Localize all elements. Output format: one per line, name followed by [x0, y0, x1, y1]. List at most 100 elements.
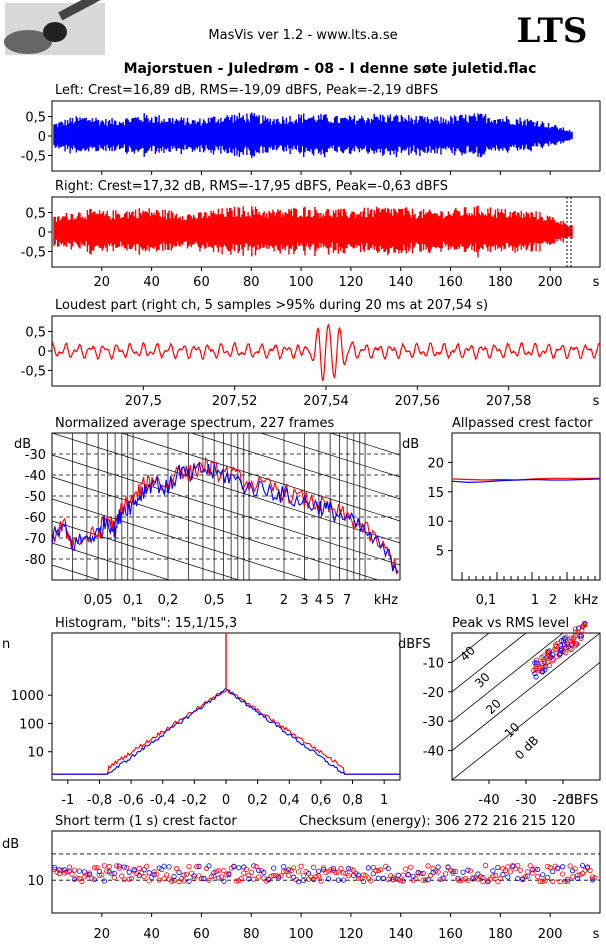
peak-rms-xtick-label: dBFS: [566, 793, 599, 808]
short-crest-xtick-label: 20: [94, 927, 111, 942]
short-crest-point-right: [76, 876, 83, 882]
right-waveform-xtick-label: 200: [538, 275, 563, 290]
short-crest-point-left: [201, 875, 207, 881]
short-crest-point-left: [196, 863, 202, 869]
short-crest-xtick-label: 200: [538, 927, 563, 942]
short-crest-point-right: [505, 864, 511, 870]
header: MasVis ver 1.2 - www.lts.a.se LTS Majors…: [4, 0, 588, 77]
peak-rms-title: Peak vs RMS level: [452, 616, 569, 631]
short-crest-point-right: [428, 872, 434, 878]
short-crest-point-right: [121, 876, 127, 883]
short-crest-point-right: [218, 874, 224, 880]
short-crest-point-right: [497, 875, 503, 882]
short-crest-point-right: [276, 873, 282, 880]
short-crest-point-left: [166, 864, 172, 870]
short-crest-point-right: [527, 863, 533, 869]
short-crest-point-left: [495, 864, 501, 871]
short-crest-point-right: [104, 868, 110, 874]
short-crest-point-left: [500, 872, 506, 878]
short-crest-point-right: [124, 865, 130, 871]
peak-rms-point: [563, 650, 569, 656]
short-crest-point-right: [368, 878, 374, 884]
peak-rms-point: [545, 653, 551, 659]
peak-rms-diagonals: [452, 633, 600, 780]
spectrum-xtick-label: 0,05: [84, 593, 113, 608]
spectrum-slope-line: [259, 433, 400, 478]
short-crest-point-left: [216, 875, 222, 881]
peak-rms-point: [533, 674, 539, 680]
short-crest-point-right: [253, 863, 259, 870]
short-crest-point-right: [69, 871, 75, 877]
allpass-ytick-label: 15: [427, 486, 444, 501]
short-crest-point-right: [418, 871, 424, 877]
short-crest-point-right: [477, 874, 484, 880]
loudest-xtick-label: 207,54: [303, 394, 349, 409]
short-crest-point-left: [171, 873, 177, 880]
loudest-xtick-label: s: [593, 394, 600, 409]
allpass-xtick-label: kHz: [574, 593, 598, 608]
short-crest-point-right: [79, 878, 85, 885]
short-crest-point-right: [96, 872, 102, 878]
short-crest-point-left: [271, 865, 277, 871]
track-title: Majorstuen - Juledrøm - 08 - I denne søt…: [124, 61, 537, 77]
short-crest-xtick-label: 80: [243, 927, 260, 942]
short-crest-point-left: [206, 863, 212, 869]
short-crest-point-right: [490, 873, 496, 879]
short-crest-point-left: [465, 867, 471, 873]
short-crest-point-right: [470, 874, 476, 880]
short-crest-point-right: [61, 870, 68, 876]
short-crest-point-right: [256, 874, 262, 880]
peak-rms-point: [545, 659, 551, 665]
short-crest-point-left: [445, 864, 451, 870]
short-crest-point-left: [101, 878, 107, 884]
short-crest-xtick-label: 120: [338, 927, 363, 942]
short-crest-point-left: [131, 867, 137, 873]
short-crest-point-right: [241, 870, 247, 876]
short-crest-point-right: [161, 876, 167, 882]
histogram-ytick-label: 1000: [11, 689, 44, 704]
spectrum-xtick-label: kHz: [374, 593, 398, 608]
short-crest-point-right: [507, 869, 513, 875]
short-crest-point-left: [375, 875, 381, 881]
short-crest-point-left: [560, 864, 566, 870]
short-crest-point-left: [81, 869, 87, 875]
allpass-xtick-label: 1: [531, 593, 539, 608]
short-crest-point-left: [420, 870, 426, 877]
short-crest-point-right: [435, 869, 441, 875]
short-crest-point-right: [213, 868, 219, 875]
short-crest-point-left: [345, 866, 352, 872]
short-crest-point-right: [109, 871, 115, 877]
histogram-xtick-label: 1: [380, 793, 388, 808]
spectrum-xtick-label: 3: [300, 593, 308, 608]
short-crest-point-right: [291, 865, 297, 871]
short-crest-frame: [51, 830, 601, 914]
short-crest-point-right: [467, 868, 474, 874]
histogram-ytick-label: 10: [27, 746, 44, 761]
short-crest-point-left: [540, 872, 546, 878]
spectrum-xtick-label: 1: [245, 593, 253, 608]
short-crest-point-left: [380, 875, 386, 882]
short-crest-point-right: [569, 874, 576, 880]
short-crest-point-right: [66, 864, 73, 870]
short-crest-point-right: [74, 875, 80, 881]
short-crest-point-right: [547, 865, 553, 871]
short-crest-point-left: [231, 864, 237, 870]
loudest-part-signal: [51, 323, 601, 383]
loudest-ytick-label: 0: [38, 345, 46, 360]
short-crest-point-left: [56, 867, 63, 873]
short-crest-point-right: [223, 872, 229, 878]
short-crest-point-right: [457, 878, 464, 884]
short-crest-point-right: [537, 878, 543, 885]
short-crest-point-left: [505, 874, 511, 880]
peak-rms-diag-label: 10: [502, 720, 523, 741]
peak-rms-point: [555, 640, 561, 646]
spectrum-xtick-label: 7: [343, 593, 351, 608]
right-waveform-signal: [53, 205, 573, 258]
spectrum-ytick-label: -70: [25, 532, 46, 547]
allpass-xtick-label: 2: [549, 593, 557, 608]
short-crest-point-left: [470, 876, 476, 882]
plots-layer: 0,50-0,50,50-0,520 40 60 80 100 120 140 160 180 2…: [2, 100, 601, 942]
spectrum-ytick-label: -50: [25, 490, 46, 505]
short-crest-point-right: [333, 869, 339, 876]
short-crest-point-right: [455, 877, 461, 883]
